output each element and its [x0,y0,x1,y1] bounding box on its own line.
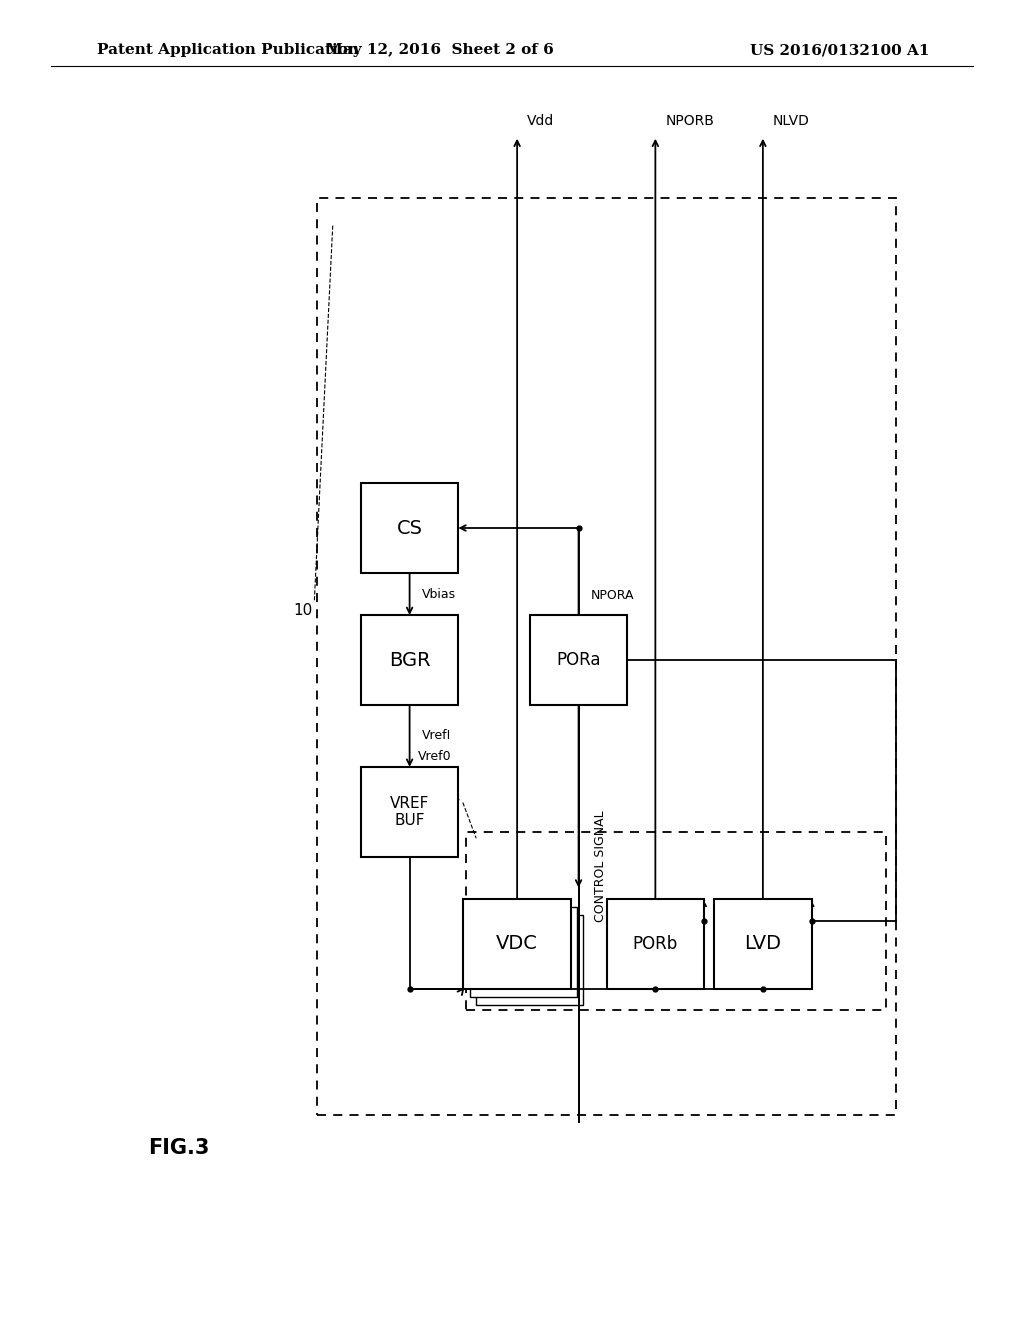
Text: NPORA: NPORA [591,589,634,602]
Text: VDC: VDC [497,935,538,953]
Text: Vref0: Vref0 [418,750,452,763]
Text: 10: 10 [293,603,312,618]
Text: May 12, 2016  Sheet 2 of 6: May 12, 2016 Sheet 2 of 6 [327,44,554,57]
Bar [317,198,896,1115]
Bar [361,767,459,857]
Bar [715,899,811,989]
Bar [463,899,571,989]
Bar [361,483,459,573]
Bar [606,899,705,989]
Bar [530,615,627,705]
Text: BGR: BGR [389,651,430,669]
Text: VREF
BUF: VREF BUF [390,796,429,828]
Text: PORb: PORb [633,935,678,953]
Text: VrefI: VrefI [422,730,452,742]
Bar [466,832,886,1010]
Text: Vdd: Vdd [527,114,555,128]
Text: CONTROL SIGNAL: CONTROL SIGNAL [594,810,607,923]
Bar [361,615,459,705]
Text: NLVD: NLVD [773,114,810,128]
Bar [469,907,578,997]
Text: CS: CS [396,519,423,537]
Text: FIG.3: FIG.3 [148,1138,210,1159]
Text: NPORB: NPORB [666,114,715,128]
Text: Patent Application Publication: Patent Application Publication [97,44,359,57]
Bar [475,915,584,1005]
Text: US 2016/0132100 A1: US 2016/0132100 A1 [750,44,930,57]
Text: LVD: LVD [744,935,781,953]
Text: PORa: PORa [556,651,601,669]
Text: Vbias: Vbias [422,587,456,601]
Text: 24: 24 [441,791,461,807]
